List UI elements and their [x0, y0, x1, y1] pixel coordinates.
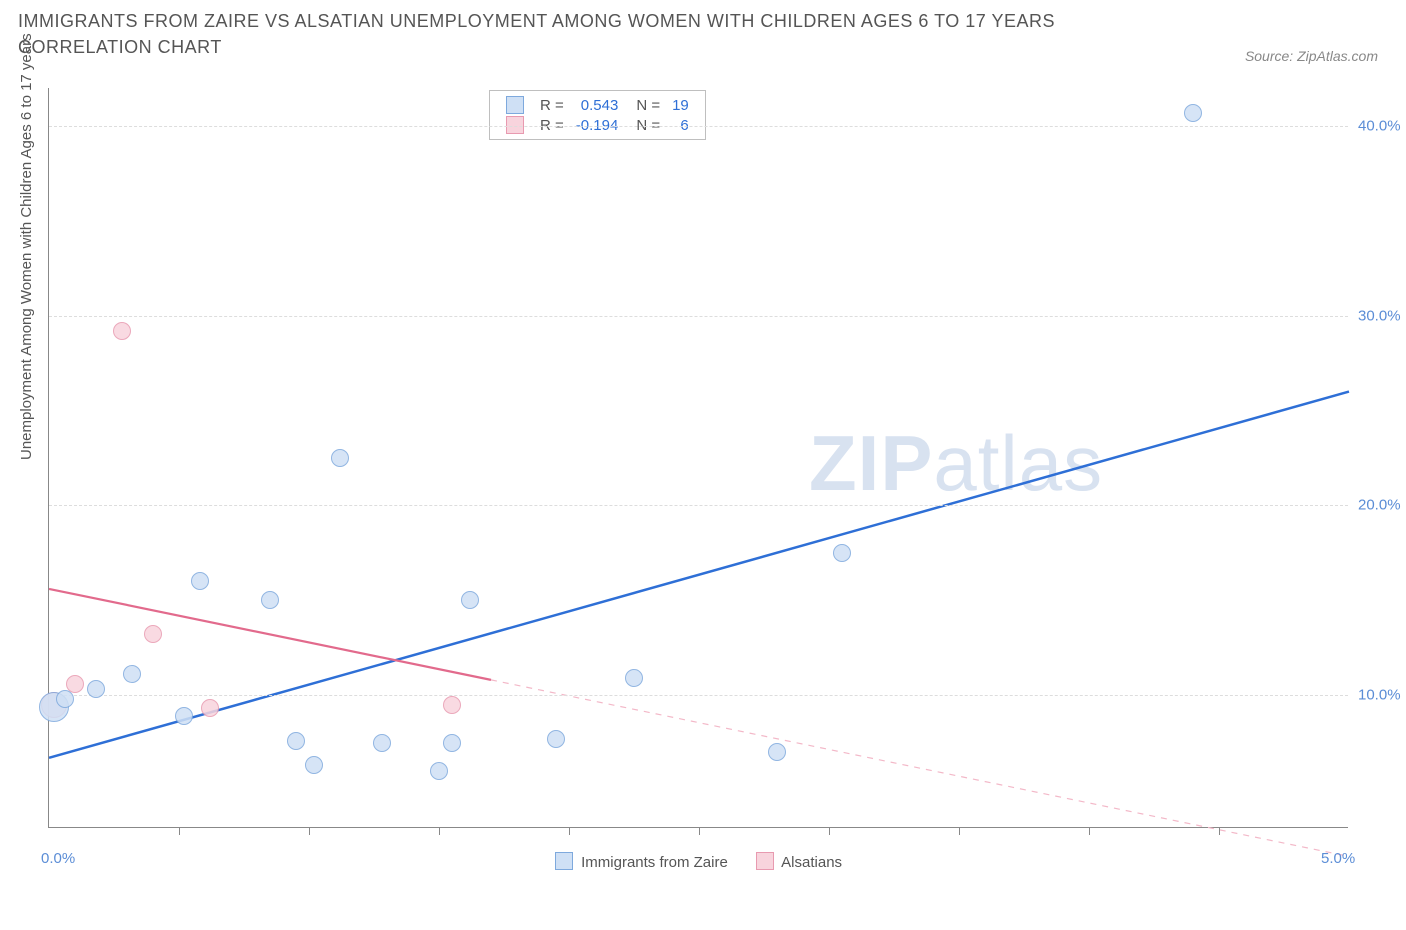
source-attribution: Source: ZipAtlas.com [1245, 48, 1378, 64]
y-axis-label: Unemployment Among Women with Children A… [18, 33, 35, 460]
x-tick [699, 827, 700, 835]
watermark-bold: ZIP [809, 419, 933, 507]
legend-r-value: 0.543 [570, 95, 625, 115]
legend-stats-row: R =0.543N =19 [500, 95, 695, 115]
y-tick-label: 30.0% [1358, 307, 1406, 324]
legend-swatch [756, 852, 774, 870]
regression-line [491, 680, 1349, 857]
data-point-zaire [191, 572, 209, 590]
data-point-zaire [625, 669, 643, 687]
correlation-stats-legend: R =0.543N =19R =-0.194N =6 [489, 90, 706, 140]
data-point-zaire [305, 756, 323, 774]
x-tick [1089, 827, 1090, 835]
data-point-zaire [123, 665, 141, 683]
x-tick [309, 827, 310, 835]
legend-item: Immigrants from Zaire [555, 854, 728, 871]
legend-label: Alsatians [781, 854, 842, 871]
data-point-zaire [1184, 104, 1202, 122]
legend-n-value: 19 [666, 95, 695, 115]
y-tick-label: 20.0% [1358, 497, 1406, 514]
legend-label: Immigrants from Zaire [581, 854, 728, 871]
data-point-alsatian [443, 696, 461, 714]
series-legend: Immigrants from Zaire Alsatians [49, 852, 1348, 871]
data-point-zaire [287, 732, 305, 750]
data-point-zaire [175, 707, 193, 725]
gridline-horizontal [49, 695, 1348, 696]
legend-item: Alsatians [756, 854, 842, 871]
data-point-zaire [430, 762, 448, 780]
chart-title: IMMIGRANTS FROM ZAIRE VS ALSATIAN UNEMPL… [18, 8, 1138, 60]
x-tick [829, 827, 830, 835]
data-point-zaire [261, 591, 279, 609]
gridline-horizontal [49, 126, 1348, 127]
x-tick [569, 827, 570, 835]
gridline-horizontal [49, 505, 1348, 506]
x-tick [959, 827, 960, 835]
data-point-alsatian [144, 625, 162, 643]
y-tick-label: 10.0% [1358, 687, 1406, 704]
data-point-alsatian [201, 699, 219, 717]
data-point-zaire [56, 690, 74, 708]
legend-swatch [506, 96, 524, 114]
legend-r-label: R = [534, 95, 570, 115]
data-point-zaire [768, 743, 786, 761]
regression-lines-layer [49, 88, 1348, 827]
x-tick [179, 827, 180, 835]
watermark-text: ZIPatlas [809, 418, 1103, 509]
x-tick [1219, 827, 1220, 835]
legend-n-label: N = [624, 95, 666, 115]
x-tick [439, 827, 440, 835]
data-point-alsatian [113, 322, 131, 340]
x-end-label: 0.0% [41, 850, 75, 867]
data-point-zaire [547, 730, 565, 748]
watermark-light: atlas [933, 419, 1103, 507]
data-point-zaire [87, 680, 105, 698]
data-point-zaire [331, 449, 349, 467]
data-point-zaire [461, 591, 479, 609]
data-point-zaire [833, 544, 851, 562]
data-point-zaire [373, 734, 391, 752]
regression-line [49, 392, 1349, 758]
gridline-horizontal [49, 316, 1348, 317]
data-point-zaire [443, 734, 461, 752]
x-end-label: 5.0% [1321, 850, 1355, 867]
y-tick-label: 40.0% [1358, 117, 1406, 134]
legend-swatch [555, 852, 573, 870]
scatter-plot-area: ZIPatlas R =0.543N =19R =-0.194N =6 Immi… [48, 88, 1348, 828]
